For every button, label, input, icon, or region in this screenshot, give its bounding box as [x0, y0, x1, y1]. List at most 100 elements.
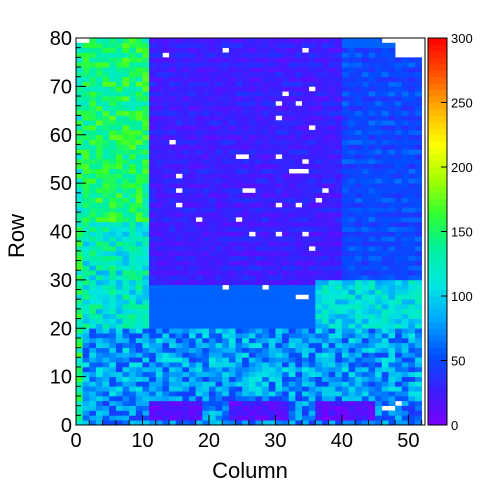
heatmap-cell [228, 362, 236, 368]
heatmap-cell [242, 81, 250, 87]
heatmap-cell [82, 357, 90, 363]
heatmap-cell [348, 212, 356, 218]
heatmap-cell [222, 318, 230, 324]
colorbar-segment [428, 154, 447, 161]
heatmap-cell [235, 163, 243, 169]
heatmap-cell [228, 299, 236, 305]
heatmap-cell [129, 347, 137, 353]
heatmap-cell [109, 357, 117, 363]
heatmap-cell [109, 342, 117, 348]
heatmap-cell [262, 405, 270, 411]
heatmap-cell [195, 289, 203, 295]
heatmap-cell [415, 265, 423, 271]
heatmap-cell [375, 323, 383, 329]
heatmap-cell [208, 139, 216, 145]
heatmap-cell [135, 420, 143, 426]
heatmap-cell [355, 366, 363, 373]
heatmap-cell [89, 275, 97, 281]
heatmap-cell [169, 187, 177, 194]
heatmap-cell [95, 279, 103, 286]
heatmap-cell [348, 415, 356, 421]
heatmap-cell [295, 183, 303, 189]
heatmap-cell [308, 47, 316, 53]
heatmap-cell [215, 420, 223, 426]
heatmap-cell [169, 216, 177, 223]
heatmap-cell [248, 347, 256, 353]
heatmap-cell [381, 304, 389, 310]
heatmap-cell [408, 105, 416, 111]
heatmap-cell [189, 71, 197, 78]
heatmap-cell [341, 221, 349, 228]
heatmap-cell [102, 120, 110, 126]
heatmap-cell [109, 333, 117, 339]
heatmap-cell [89, 410, 97, 416]
heatmap-cell [315, 352, 323, 358]
heatmap-cell [248, 395, 256, 402]
heatmap-cell [248, 313, 256, 319]
heatmap-cell [162, 265, 170, 271]
heatmap-cell [169, 357, 177, 363]
heatmap-cell [368, 241, 376, 247]
heatmap-cell [328, 47, 336, 53]
heatmap-cell [275, 241, 283, 247]
heatmap-cell [142, 212, 150, 218]
heatmap-cell [355, 352, 363, 358]
heatmap-cell [321, 216, 329, 223]
heatmap-cell [381, 125, 389, 131]
heatmap-cell [368, 100, 376, 107]
heatmap-cell [348, 134, 356, 140]
heatmap-cell [109, 105, 117, 111]
heatmap-cell [135, 366, 143, 373]
heatmap-cell [395, 105, 403, 111]
heatmap-cell [215, 120, 223, 126]
heatmap-cell [361, 381, 369, 387]
heatmap-cell [208, 410, 216, 416]
heatmap-cell [341, 420, 349, 426]
heatmap-cell [195, 42, 203, 49]
heatmap-cell [395, 284, 403, 290]
heatmap-cell [282, 289, 290, 295]
heatmap-cell [82, 139, 90, 145]
heatmap-cell [275, 187, 283, 194]
heatmap-cell [208, 42, 216, 49]
heatmap-cell [202, 386, 210, 392]
heatmap-cell [235, 197, 243, 203]
heatmap-cell [268, 76, 276, 82]
heatmap-cell [182, 270, 190, 276]
heatmap-cell [321, 391, 329, 397]
heatmap-cell [202, 304, 210, 310]
heatmap-cell [381, 76, 389, 82]
heatmap-cell [288, 391, 296, 397]
heatmap-cell [282, 129, 290, 136]
heatmap-cell [76, 187, 83, 194]
heatmap-cell [142, 275, 150, 281]
heatmap-cell [321, 158, 329, 165]
heatmap-cell [182, 386, 190, 392]
heatmap-cell [222, 279, 230, 286]
heatmap-cell [262, 236, 270, 242]
heatmap-cell [335, 362, 343, 368]
heatmap-cell [202, 86, 210, 92]
heatmap-cell [135, 115, 143, 121]
heatmap-cell [182, 318, 190, 324]
heatmap-cell [388, 134, 396, 140]
heatmap-cell [142, 38, 150, 44]
heatmap-cell [76, 173, 83, 179]
heatmap-cell [355, 139, 363, 145]
heatmap-cell [395, 67, 403, 73]
colorbar-tick-label: 250 [451, 96, 473, 111]
heatmap-cell [208, 129, 216, 136]
heatmap-cell [282, 279, 290, 286]
heatmap-cell [135, 342, 143, 348]
heatmap-cell [415, 178, 423, 184]
heatmap-cell [89, 38, 97, 44]
heatmap-cell [401, 308, 409, 315]
heatmap-cell [348, 231, 356, 237]
heatmap-cell [142, 289, 150, 295]
heatmap-cell [341, 96, 349, 102]
heatmap-cell [142, 139, 150, 145]
heatmap-cell [361, 362, 369, 368]
heatmap-cell [302, 149, 310, 155]
heatmap-cell [335, 86, 343, 92]
heatmap-cell [95, 362, 103, 368]
